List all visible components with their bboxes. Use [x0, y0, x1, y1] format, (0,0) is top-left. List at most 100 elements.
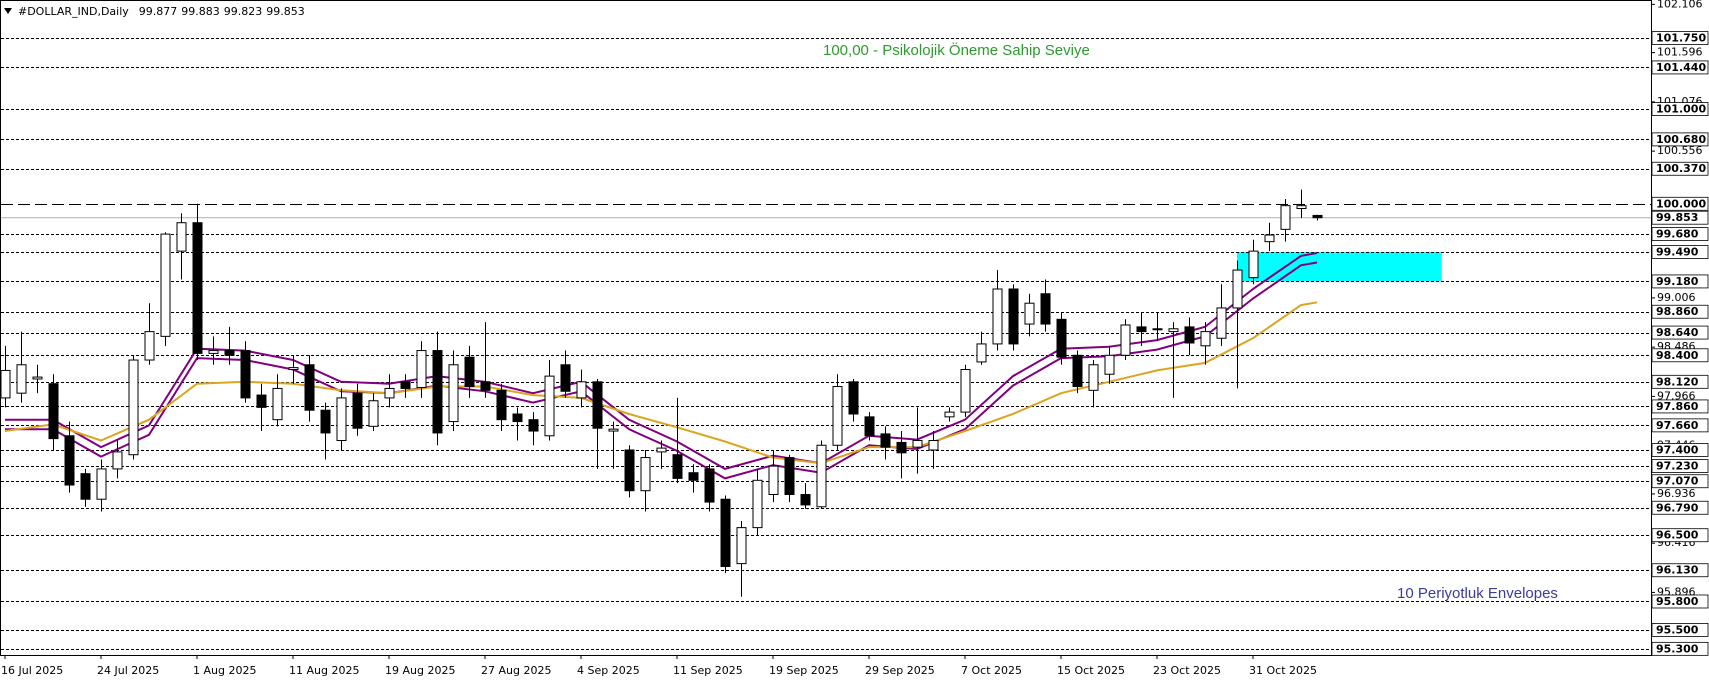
candle-body	[1104, 354, 1115, 375]
x-tick-label: 29 Sep 2025	[865, 664, 935, 677]
candle-body	[624, 449, 635, 492]
plot-frame	[0, 0, 1652, 656]
level-label-box	[1651, 399, 1709, 414]
candle-body	[1200, 331, 1211, 347]
candle-body	[16, 364, 27, 394]
candle-body	[256, 394, 267, 408]
candle-body	[976, 343, 987, 363]
level-label: 98.640	[1656, 326, 1699, 339]
candle-body	[784, 457, 795, 495]
level-label: 97.070	[1656, 475, 1699, 488]
candle-body	[80, 473, 91, 500]
level-label: 97.230	[1656, 460, 1699, 473]
candle-body	[384, 387, 395, 399]
level-label: 96.500	[1656, 529, 1699, 542]
header: #DOLLAR_IND,Daily 99.877 99.883 99.823 99.85…	[18, 5, 305, 18]
y-tick-label: 99.006	[1657, 291, 1696, 304]
candle-body	[672, 454, 683, 479]
candle-body	[1216, 307, 1227, 339]
level-label: 98.120	[1656, 375, 1699, 388]
level-label: 100.370	[1656, 162, 1706, 175]
candle-body	[608, 428, 619, 432]
candle-body	[272, 387, 283, 421]
candle-body	[288, 367, 299, 370]
candle-body	[544, 375, 555, 437]
level-label: 97.860	[1656, 400, 1699, 413]
candle-body	[1184, 326, 1195, 344]
candle-body	[1296, 205, 1307, 210]
level-label-box	[1651, 196, 1709, 211]
support-zone	[1237, 252, 1442, 282]
candle-body	[896, 441, 907, 454]
price-label: 99.853	[1656, 211, 1698, 224]
level-label: 101.440	[1656, 61, 1706, 74]
level-label: 101.750	[1656, 32, 1706, 45]
level-label: 95.300	[1656, 642, 1699, 655]
level-label-box	[1651, 443, 1709, 457]
candle-body	[1008, 288, 1019, 345]
candle-body	[528, 419, 539, 432]
level-label-box	[1651, 274, 1709, 289]
candle-body	[928, 440, 939, 451]
candle-body	[688, 472, 699, 481]
candle-body	[752, 479, 763, 529]
annotation: 100,00 - Psikolojik Öneme Sahip Seviye	[823, 41, 1090, 59]
x-tick-label: 4 Sep 2025	[577, 664, 640, 677]
x-tick-label: 11 Aug 2025	[289, 664, 359, 677]
level-label-box	[1651, 418, 1709, 433]
candle-body	[1056, 318, 1067, 358]
candle-body	[160, 233, 171, 337]
candle-body	[144, 331, 155, 361]
candle-body	[224, 350, 235, 356]
header-ohlc: 99.823	[224, 5, 263, 18]
candle-body	[400, 381, 411, 389]
candle-body	[960, 368, 971, 413]
candle-body	[176, 222, 187, 252]
level-label: 98.860	[1656, 305, 1699, 318]
candle-body	[480, 381, 491, 391]
x-tick-label: 19 Sep 2025	[769, 664, 839, 677]
level-label: 97.660	[1656, 419, 1699, 432]
candle-body	[1024, 302, 1035, 325]
candle-body	[304, 364, 315, 411]
candle-body	[496, 389, 507, 421]
level-label-box	[1651, 348, 1709, 363]
menu-arrow[interactable]	[4, 8, 12, 14]
annotation: 10 Periyotluk Envelopes	[1397, 585, 1558, 602]
candle-body	[720, 498, 731, 567]
candle-body	[208, 350, 219, 354]
candle-body	[656, 447, 667, 453]
candle-body	[1232, 269, 1243, 309]
level-label-box	[1651, 459, 1709, 473]
level-label: 99.680	[1656, 228, 1699, 241]
candle-body	[816, 444, 827, 508]
y-tick-label: 101.596	[1657, 46, 1703, 59]
level-label: 99.180	[1656, 275, 1699, 288]
candle-body	[352, 392, 363, 429]
x-tick-label: 27 Aug 2025	[481, 664, 551, 677]
level-label-box	[1651, 60, 1709, 75]
candle-body	[832, 386, 843, 446]
level-label: 99.490	[1656, 246, 1699, 259]
level-label: 95.500	[1656, 623, 1699, 636]
y-tick-label: 96.936	[1657, 487, 1696, 500]
level-label-box	[1651, 245, 1709, 259]
candle-body	[1168, 328, 1179, 333]
level-label: 101.000	[1656, 103, 1706, 116]
candle-body	[368, 400, 379, 427]
candle-body	[448, 364, 459, 423]
candle-body	[848, 381, 859, 415]
candle-body	[48, 383, 59, 440]
candle-body	[592, 381, 603, 429]
candle-body	[1264, 234, 1275, 243]
candle-body	[64, 435, 75, 486]
candle-body	[1120, 324, 1131, 356]
candle-body	[992, 288, 1003, 345]
candle-body	[112, 451, 123, 470]
level-label-box	[1651, 500, 1709, 515]
level-label-box	[1651, 474, 1709, 489]
candle-body	[336, 397, 347, 442]
candle-body	[1280, 205, 1291, 230]
